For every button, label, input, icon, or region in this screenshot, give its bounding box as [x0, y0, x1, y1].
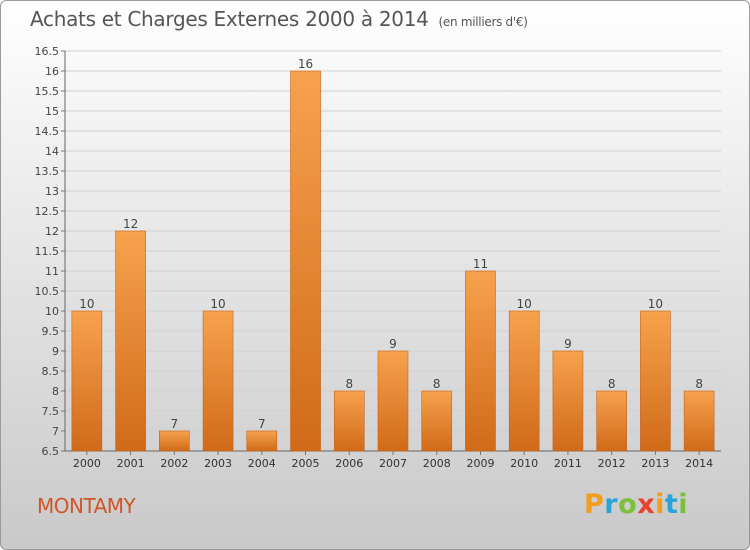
x-tick-label: 2001 [117, 457, 145, 470]
x-tick-label: 2008 [423, 457, 451, 470]
bar-2005 [290, 70, 321, 452]
bars [71, 70, 715, 452]
x-tick-label: 2009 [466, 457, 494, 470]
x-tick-label: 2005 [292, 457, 320, 470]
axes: 6.5 7 7.5 8 8.5 9 9.5 10 10.5 11 11.5 12 12.5 13 13.5 1… [35, 45, 721, 470]
data-label-2012: 8 [608, 377, 616, 391]
data-label-2000: 10 [79, 297, 94, 311]
y-tick-label: 9.5 [42, 325, 60, 338]
logo-letter: r [604, 489, 619, 520]
y-tick-label: 12.5 [35, 205, 60, 218]
bar-2000 [71, 310, 103, 452]
data-label-2005: 16 [298, 57, 313, 71]
y-tick-label: 15.5 [35, 85, 60, 98]
data-labels: 10 12 7 10 7 16 8 9 8 11 10 9 8 10 8 [79, 57, 703, 431]
logo-letter: P [584, 489, 605, 520]
y-tick-label: 10.5 [35, 285, 60, 298]
logo-letter: i [678, 489, 689, 520]
data-label-2007: 9 [389, 337, 397, 351]
bar-2004 [246, 430, 278, 452]
data-label-2011: 9 [564, 337, 572, 351]
y-tick-label: 11 [45, 265, 59, 278]
title-text: Achats et Charges Externes 2000 à 2014 [30, 7, 429, 31]
bar-2003 [202, 310, 234, 452]
proxiti-logo: Proxiti [584, 489, 688, 520]
x-tick-label: 2006 [335, 457, 363, 470]
bar-2009 [465, 270, 496, 452]
data-label-2001: 12 [123, 217, 138, 231]
y-tick-label: 13 [45, 185, 59, 198]
data-label-2003: 10 [210, 297, 225, 311]
bar-2001 [115, 230, 146, 452]
y-tick-label: 6.5 [42, 445, 60, 458]
data-label-2009: 11 [473, 257, 488, 271]
y-tick-label: 11.5 [35, 245, 60, 258]
x-tick-label: 2000 [73, 457, 101, 470]
bar-2013 [640, 310, 671, 452]
bar-2002 [159, 430, 190, 452]
data-label-2008: 8 [433, 377, 441, 391]
data-label-2004: 7 [258, 417, 266, 431]
x-tick-label: 2011 [554, 457, 582, 470]
logo-letter: x [637, 489, 656, 520]
x-tick-label: 2012 [598, 457, 626, 470]
x-tick-label: 2010 [510, 457, 538, 470]
x-tick-label: 2004 [248, 457, 276, 470]
bar-2014 [683, 390, 715, 452]
y-tick-label: 14 [45, 145, 59, 158]
y-tick-label: 14.5 [35, 125, 60, 138]
y-tick-label: 8.5 [42, 365, 60, 378]
y-tick-label: 7 [52, 425, 59, 438]
y-tick-label: 16.5 [35, 45, 60, 58]
y-tick-label: 13.5 [35, 165, 60, 178]
unit-label: (en milliers d'€) [438, 15, 528, 29]
data-label-2006: 8 [345, 377, 353, 391]
y-tick-label: 8 [52, 385, 59, 398]
data-label-2014: 8 [695, 377, 703, 391]
bar-2010 [508, 310, 540, 452]
x-tick-label: 2013 [641, 457, 669, 470]
bar-2008 [421, 390, 453, 452]
commune-name: MONTAMY [37, 494, 136, 518]
bar-2011 [552, 350, 584, 452]
chart-title: Achats et Charges Externes 2000 à 2014 (e… [30, 7, 528, 31]
data-label-2002: 7 [171, 417, 179, 431]
y-tick-label: 16 [45, 65, 59, 78]
x-tick-label: 2002 [160, 457, 188, 470]
y-tick-label: 10 [45, 305, 59, 318]
bar-2012 [596, 390, 627, 452]
x-tick-label: 2003 [204, 457, 232, 470]
logo-letter: o [618, 489, 638, 520]
bar-2006 [333, 390, 365, 452]
x-tick-label: 2007 [379, 457, 407, 470]
y-tick-label: 15 [45, 105, 59, 118]
data-label-2013: 10 [648, 297, 663, 311]
y-tick-label: 7.5 [42, 405, 60, 418]
bar-2007 [377, 350, 409, 452]
logo-letter: t [664, 489, 679, 520]
y-tick-label: 9 [52, 345, 59, 358]
y-tick-label: 12 [45, 225, 59, 238]
data-label-2010: 10 [517, 297, 532, 311]
x-tick-label: 2014 [685, 457, 713, 470]
logo-letter: i [655, 489, 665, 520]
